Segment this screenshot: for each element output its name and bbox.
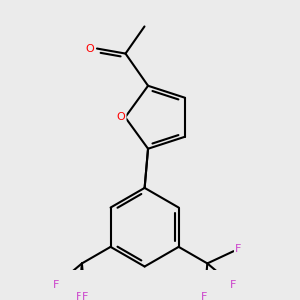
Text: F: F <box>201 292 208 300</box>
Text: F: F <box>82 292 88 300</box>
Text: F: F <box>230 280 237 290</box>
Text: F: F <box>235 244 242 254</box>
Text: O: O <box>85 44 94 53</box>
Text: F: F <box>76 292 82 300</box>
Text: O: O <box>117 112 125 122</box>
Text: F: F <box>52 280 59 290</box>
